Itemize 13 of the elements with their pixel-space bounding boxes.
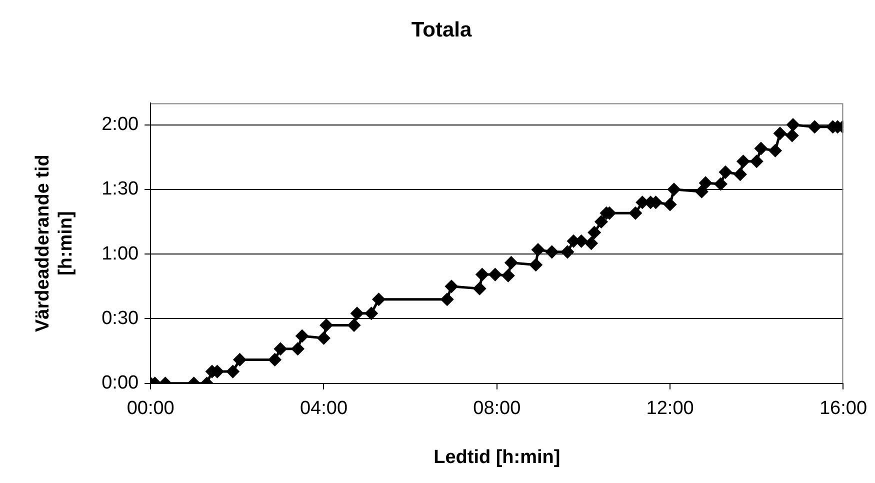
chart-title: Totala	[411, 18, 472, 42]
y-tick-label: 0:00	[102, 372, 139, 394]
y-axis-title: Värdeadderande tid [h:min]	[32, 154, 76, 332]
y-tick-label: 2:00	[102, 114, 139, 135]
y-tick-label: 1:30	[102, 178, 139, 200]
x-tick-label: 08:00	[473, 398, 521, 420]
x-tick-label: 00:00	[126, 398, 174, 420]
y-tick-label: 0:30	[102, 308, 139, 329]
x-tick-label: 04:00	[300, 398, 348, 420]
x-axis-title: Ledtid [h:min]	[434, 446, 560, 468]
x-tick-label: 16:00	[819, 398, 867, 420]
y-tick-label: 1:00	[102, 243, 139, 264]
x-tick-label: 12:00	[646, 398, 694, 420]
